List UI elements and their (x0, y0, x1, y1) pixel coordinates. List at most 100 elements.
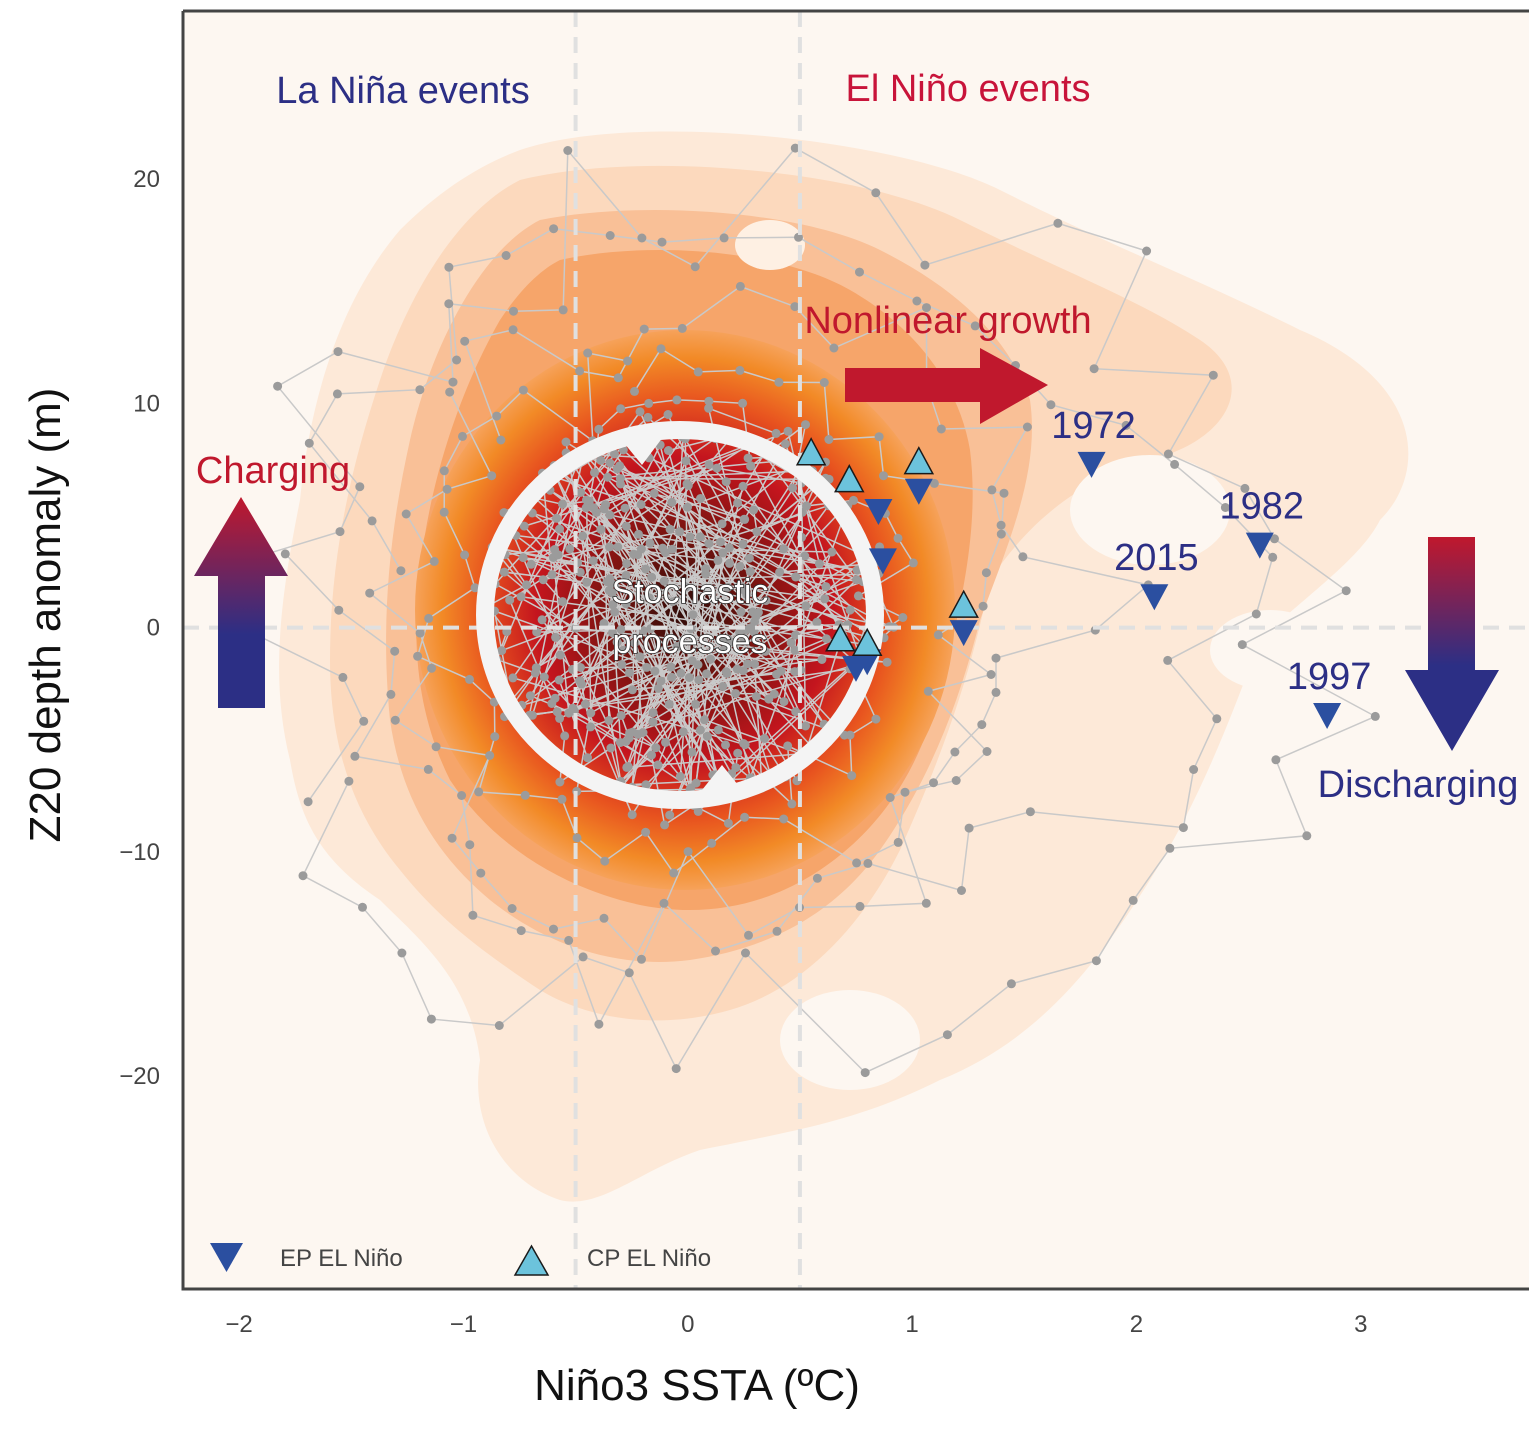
trajectory-dot (555, 777, 565, 787)
trajectory-dot (794, 232, 803, 242)
trajectory-segment (684, 438, 691, 790)
trajectory-dot (801, 420, 810, 430)
cp-el-nino-marker (795, 437, 827, 466)
trajectory-dot (507, 904, 517, 913)
trajectory-dot (497, 646, 507, 656)
trajectory-dot (860, 1068, 870, 1078)
year-label: 1972 (1051, 405, 1136, 447)
trajectory-dot (718, 548, 728, 558)
trajectory-dot (746, 461, 756, 471)
trajectory-dot (871, 188, 881, 198)
trajectory-dot (791, 572, 801, 582)
trajectory-segment (625, 526, 691, 790)
trajectory-dot (583, 753, 592, 763)
trajectory-dot (752, 527, 762, 537)
trajectory-dot (814, 559, 824, 569)
trajectory-dot (855, 267, 864, 277)
trajectory-dot (996, 520, 1006, 530)
trajectory-dot (733, 748, 743, 758)
x-tick-labels: −2 −1 0 1 2 3 (225, 1311, 1367, 1338)
trajectory-segment (501, 452, 583, 651)
trajectory-dot (685, 532, 695, 542)
trajectory-dot (444, 299, 454, 309)
trajectory-dot (605, 510, 615, 520)
trajectory-dot (557, 794, 567, 804)
trajectory-dot (738, 666, 748, 676)
trajectory-dot (696, 494, 705, 503)
trajectory-dot (663, 446, 673, 455)
trajectory-segment (684, 438, 744, 545)
trajectory-dot (978, 601, 988, 611)
y-tick-label: 20 (133, 166, 160, 193)
trajectory-dot (460, 336, 470, 346)
legend-ep-label: EP EL Niño (280, 1245, 403, 1272)
trajectory-dot (648, 708, 658, 718)
ep-el-nino-marker (1245, 532, 1274, 559)
trajectory-segment (625, 463, 805, 742)
y-axis-title: Z20 depth anomaly (m) (21, 388, 70, 843)
x-axis-title: Niño3 SSTA (ºC) (534, 1361, 860, 1410)
trajectory-dot (563, 146, 573, 155)
trajectory-segment (593, 507, 817, 753)
trajectory-dot (713, 555, 723, 565)
trajectory-dot (681, 456, 691, 466)
trajectory-dot (693, 806, 703, 816)
y-tick-label: −20 (119, 1063, 160, 1090)
trajectory-dot (660, 820, 670, 830)
trajectory-dot (776, 666, 786, 676)
year-labels: 1972 1982 2015 1997 (1051, 405, 1371, 698)
trajectory-dot (663, 410, 673, 419)
trajectory-dot (695, 725, 705, 735)
trajectory-dot (661, 737, 670, 747)
trajectory-dot (683, 847, 693, 857)
trajectory-dot (636, 500, 646, 509)
trajectory-dot (518, 553, 528, 563)
trajectory-dot (999, 488, 1009, 498)
trajectory-dot (790, 302, 800, 312)
trajectory-dot (863, 858, 873, 868)
trajectory-dot (1178, 823, 1188, 833)
trajectory-dot (415, 628, 425, 638)
trajectory-dot (669, 868, 679, 878)
trajectory-dot (552, 513, 561, 523)
trajectory-dot (744, 553, 754, 563)
stochastic-label-line1: Stochastic (612, 573, 769, 611)
trajectory-dot (929, 778, 938, 788)
trajectory-dot (750, 659, 760, 669)
trajectory-dot (516, 926, 526, 936)
trajectory-dot (817, 655, 827, 664)
trajectory-dot (525, 691, 535, 701)
ep-el-nino-marker (1077, 451, 1106, 478)
trajectory-segment (579, 667, 629, 767)
trajectory-segment (503, 571, 761, 787)
trajectory-dot (603, 472, 613, 482)
trajectory-dot (644, 593, 654, 603)
trajectory-dot (575, 676, 585, 686)
trajectory-dot (621, 737, 631, 746)
trajectory-dot (681, 582, 691, 592)
trajectory-dot (672, 395, 682, 405)
trajectory-dot (610, 449, 619, 459)
trajectory-dot (612, 464, 622, 474)
trajectory-dot (531, 663, 541, 673)
trajectory-dot (560, 731, 570, 741)
trajectory-dot (700, 715, 709, 725)
trajectory-dot (852, 858, 862, 868)
trajectory-dot (1370, 711, 1380, 721)
trajectory-dot (738, 481, 748, 491)
el-nino-markers (795, 437, 1342, 730)
trajectory-dot (485, 751, 495, 760)
trajectory-dot (616, 711, 626, 720)
trajectory-dot (683, 481, 693, 490)
trajectory-dot (781, 439, 790, 449)
trajectory-dot (702, 731, 712, 741)
trajectory-segment (660, 680, 727, 746)
x-tick-label: 1 (905, 1311, 918, 1338)
nonlinear-growth-label: Nonlinear growth (804, 300, 1091, 342)
trajectory-dot (801, 601, 811, 611)
trajectory-dot (423, 764, 433, 774)
threshold-lines (183, 11, 1529, 1289)
trajectory-dot (549, 224, 559, 234)
trajectory-dot (505, 595, 515, 605)
trajectory-dot (912, 296, 922, 306)
